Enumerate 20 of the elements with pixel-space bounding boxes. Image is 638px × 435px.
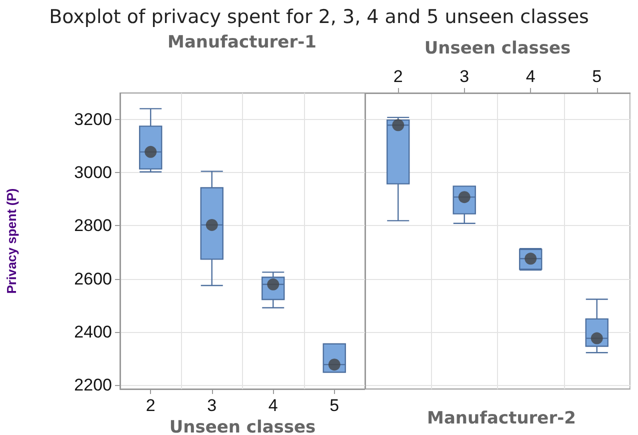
x-tick-label: 4 xyxy=(268,396,278,415)
y-tick-label: 2200 xyxy=(74,376,112,395)
y-tick-label: 3200 xyxy=(74,110,112,130)
x-tick-label: 3 xyxy=(207,396,217,415)
x-tick-label: 3 xyxy=(460,67,470,86)
y-tick-label: 2600 xyxy=(74,269,112,288)
x-tick-label: 4 xyxy=(526,67,536,86)
chart-subtitle: Manufacturer-1 xyxy=(168,32,316,52)
x-axis-title: Unseen classes xyxy=(424,38,571,58)
x-tick-label: 2 xyxy=(393,67,403,86)
y-tick-label: 3000 xyxy=(74,163,112,182)
y-tick-label: 2800 xyxy=(74,216,112,236)
x-tick-label: 5 xyxy=(330,396,340,415)
chart-title: Boxplot of privacy spent for 2, 3, 4 and 5 unseen classes xyxy=(48,6,590,28)
y-axis-title: Privacy spent (P) xyxy=(4,188,19,294)
x-tick-label: 5 xyxy=(592,67,602,86)
x-axis-title: Unseen classes xyxy=(169,418,316,435)
y-tick-label: 2400 xyxy=(74,322,112,342)
text: Manufacturer-2 xyxy=(427,408,576,428)
x-tick-label: 2 xyxy=(146,396,156,415)
